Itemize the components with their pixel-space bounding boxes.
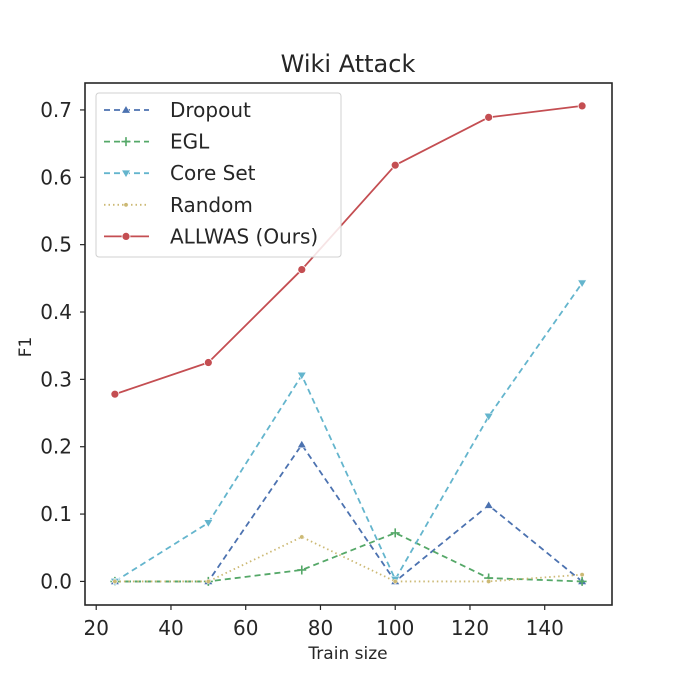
series-allwas-ours [110,101,587,399]
data-point-egl [577,576,587,586]
data-point-allwas-ours [110,389,120,399]
data-point-allwas-ours [203,358,213,367]
legend-item-dropout: Dropout [104,98,251,122]
data-point-core-set [577,279,588,289]
y-tick-label: 0.6 [40,165,72,189]
y-tick-label: 0.1 [40,502,72,526]
legend-label: Core Set [170,161,256,185]
legend-item-core-set: Core Set [104,161,256,185]
x-tick-label: 40 [158,616,183,640]
plot-frame [84,82,613,606]
y-tick-label: 0.7 [40,98,72,122]
chart-title: Wiki Attack [281,50,416,78]
y-tick-label: 0.4 [40,300,72,324]
data-point-random [112,578,118,584]
legend-marker [120,169,132,179]
data-point-core-set [483,412,494,422]
y-tick-label: 0.3 [40,367,72,391]
x-tick-label: 20 [83,616,108,640]
series-line-random [114,536,583,583]
x-tick-label: 120 [451,616,489,640]
series-line-allwas-ours [114,105,583,396]
legend-marker [123,202,129,208]
legend-label: EGL [170,130,210,154]
legend-label: ALLWAS (Ours) [170,224,318,248]
data-point-random [486,578,492,584]
data-point-random [579,572,585,578]
series-line-dropout [114,443,583,583]
legend-marker [121,137,131,147]
y-tick-label: 0.5 [40,233,72,257]
x-tick-label: 80 [308,616,333,640]
data-point-egl [390,528,400,538]
legend-item-allwas-ours: ALLWAS (Ours) [104,224,318,248]
legend-item-random: Random [104,193,253,217]
data-point-allwas-ours [484,112,494,122]
legend-box [95,92,342,258]
data-point-allwas-ours [297,265,307,274]
data-point-core-set [203,519,214,528]
data-point-allwas-ours [577,101,587,111]
legend-label: Dropout [170,98,251,122]
data-point-random [205,578,211,584]
data-point-core-set [296,371,307,381]
series-line-core-set [114,282,583,583]
x-tick-label: 60 [233,616,258,640]
data-point-allwas-ours [390,160,400,170]
series-random [112,534,585,584]
legend-marker [120,104,132,114]
data-point-random [299,534,305,540]
x-tick-label: 140 [526,616,564,640]
y-tick-label: 0.0 [40,569,72,593]
series-core-set [109,279,588,587]
legend-label: Random [170,193,253,217]
data-point-dropout [483,500,494,509]
data-point-egl [297,565,307,575]
data-point-dropout [296,439,307,449]
legend: Dropout EGL Core Set Random ALLWAS (Ours) [95,92,342,258]
y-tick-label: 0.2 [40,435,72,459]
y-axis-label: F1 [16,337,36,358]
x-axis-label: Train size [307,644,387,664]
plot-area: 20 40 60 80 100 120 140 0.0 0.1 0.2 0.3 0.4 0.5 0.6 0.… [40,82,613,640]
x-tick-label: 100 [376,616,414,640]
legend-marker [121,231,131,241]
data-point-random [392,578,398,584]
legend-item-egl: EGL [104,130,210,154]
